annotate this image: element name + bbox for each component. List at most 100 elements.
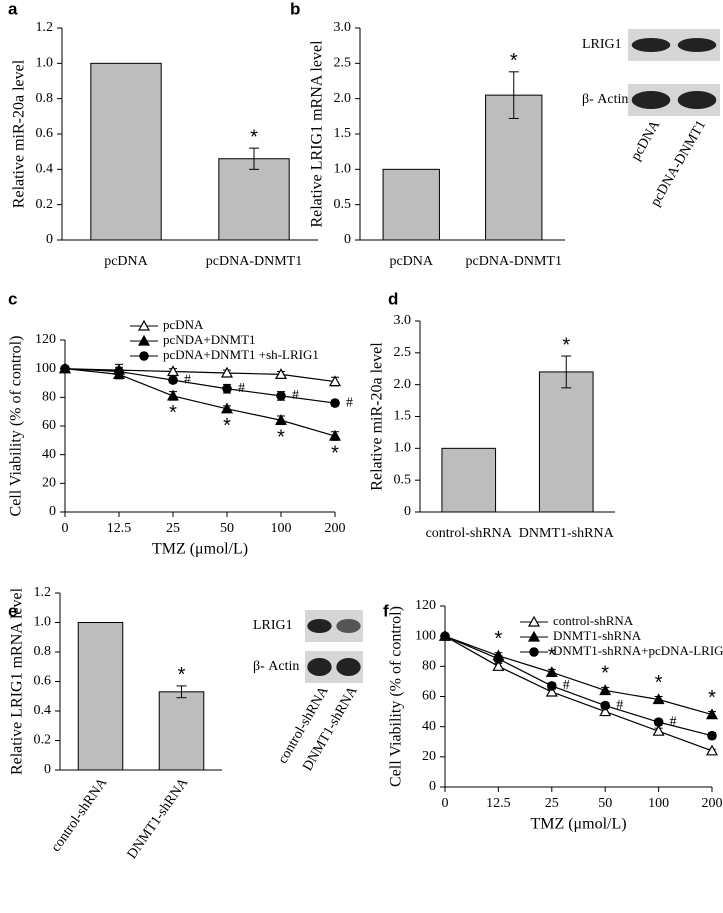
- y-tick-label: 120: [415, 598, 436, 613]
- blot-band: [336, 658, 361, 676]
- point: [705, 744, 719, 756]
- y-tick-label: 0: [49, 504, 56, 519]
- x-tick-label: 50: [220, 521, 234, 536]
- blot-row-label: LRIG1: [582, 37, 622, 52]
- point: [707, 730, 717, 741]
- point: [114, 366, 124, 377]
- series-line: [64, 368, 336, 437]
- x-tick-label: 200: [702, 796, 723, 811]
- point: [166, 389, 180, 401]
- y-tick-label: 0.5: [334, 197, 352, 212]
- significance-label: *: [277, 427, 285, 449]
- legend-marker: [139, 351, 149, 361]
- x-axis-label: TMZ (μmol/L): [530, 816, 626, 833]
- y-axis-label: Relative LRIG1 mRNA level: [309, 40, 326, 228]
- y-tick-label: 0.4: [34, 703, 52, 718]
- series-line: [444, 635, 713, 752]
- blot-band: [631, 91, 671, 109]
- point: [652, 693, 665, 705]
- y-tick-label: 0: [46, 232, 53, 247]
- bar: [218, 158, 290, 241]
- y-tick-label: 20: [422, 749, 436, 764]
- point: [330, 398, 340, 408]
- y-tick-label: 80: [42, 390, 56, 405]
- legend-marker: [529, 647, 539, 657]
- y-tick-label: 1.0: [334, 162, 352, 177]
- point: [599, 684, 612, 696]
- bar: [90, 62, 162, 241]
- point: [546, 681, 557, 691]
- series-line: [444, 635, 713, 737]
- x-tick-label: 25: [166, 521, 180, 536]
- y-tick-label: 1.0: [394, 441, 412, 456]
- y-tick-label: 1.0: [34, 615, 52, 630]
- legend-label: control-shRNA: [553, 613, 634, 628]
- point: [274, 368, 288, 379]
- blot-band: [677, 91, 717, 109]
- point: [493, 653, 504, 664]
- significance-label: *: [601, 663, 609, 685]
- significance-label: *: [655, 672, 663, 694]
- y-tick-label: 1.5: [394, 409, 412, 424]
- blot-band: [336, 619, 361, 633]
- legend-label: DNMT1-shRNA: [553, 628, 642, 643]
- significance-label: *: [495, 628, 503, 650]
- x-tick-label: control-shRNA: [426, 526, 513, 541]
- y-tick-label: 2.0: [394, 377, 412, 392]
- significance-label: #: [292, 388, 299, 403]
- blot-lane-label: pcDNA: [628, 117, 663, 163]
- significance-label: *: [708, 687, 716, 709]
- panel-label: c: [8, 289, 17, 308]
- x-tick-label: DNMT1-shRNA: [125, 775, 192, 862]
- y-tick-label: 60: [42, 418, 56, 433]
- y-axis-label: Cell Viability (% of control): [8, 336, 25, 517]
- y-tick-label: 100: [35, 361, 56, 376]
- point: [274, 414, 288, 425]
- blot-row-label: β- Actin: [582, 92, 628, 107]
- y-tick-label: 40: [422, 719, 436, 734]
- x-tick-label: pcDNA-DNMT1: [206, 254, 302, 269]
- y-tick-label: 0.6: [36, 126, 54, 141]
- x-tick-label: 0: [442, 796, 449, 811]
- significance-label: #: [670, 714, 677, 729]
- significance-label: *: [510, 50, 518, 72]
- blot-row-label: LRIG1: [253, 618, 293, 633]
- significance-label: #: [563, 678, 570, 693]
- y-tick-label: 20: [42, 476, 56, 491]
- y-tick-label: 3.0: [394, 313, 412, 328]
- y-tick-label: 1.2: [36, 20, 54, 35]
- panel-label: a: [8, 0, 18, 18]
- y-tick-label: 80: [422, 659, 436, 674]
- panel-label: e: [8, 601, 17, 620]
- significance-label: *: [169, 402, 177, 424]
- x-tick-label: 50: [598, 796, 612, 811]
- x-tick-label: 0: [62, 521, 69, 536]
- y-tick-label: 40: [42, 447, 56, 462]
- significance-label: #: [346, 395, 353, 410]
- series-line: [444, 635, 713, 716]
- series-line: [64, 368, 336, 404]
- x-tick-label: control-shRNA: [49, 775, 111, 855]
- y-tick-label: 60: [422, 689, 436, 704]
- bar: [538, 371, 594, 513]
- bar: [158, 691, 205, 771]
- legend-label: pcDNA: [163, 317, 204, 332]
- y-tick-label: 100: [415, 628, 436, 643]
- point: [328, 375, 342, 387]
- point: [328, 429, 342, 441]
- significance-label: #: [616, 698, 623, 713]
- point: [276, 391, 286, 401]
- point: [168, 375, 178, 385]
- y-tick-label: 0.5: [394, 472, 412, 487]
- y-tick-label: 3.0: [334, 20, 352, 35]
- legend-label: pcNDA+DNMT1: [163, 332, 256, 347]
- bar: [485, 94, 543, 241]
- x-tick-label: 25: [545, 796, 559, 811]
- y-tick-label: 1.2: [34, 585, 52, 600]
- x-tick-label: pcDNA: [389, 254, 433, 269]
- x-tick-label: 200: [325, 521, 346, 536]
- y-tick-label: 0: [404, 504, 411, 519]
- significance-label: *: [223, 415, 231, 437]
- point: [220, 402, 234, 414]
